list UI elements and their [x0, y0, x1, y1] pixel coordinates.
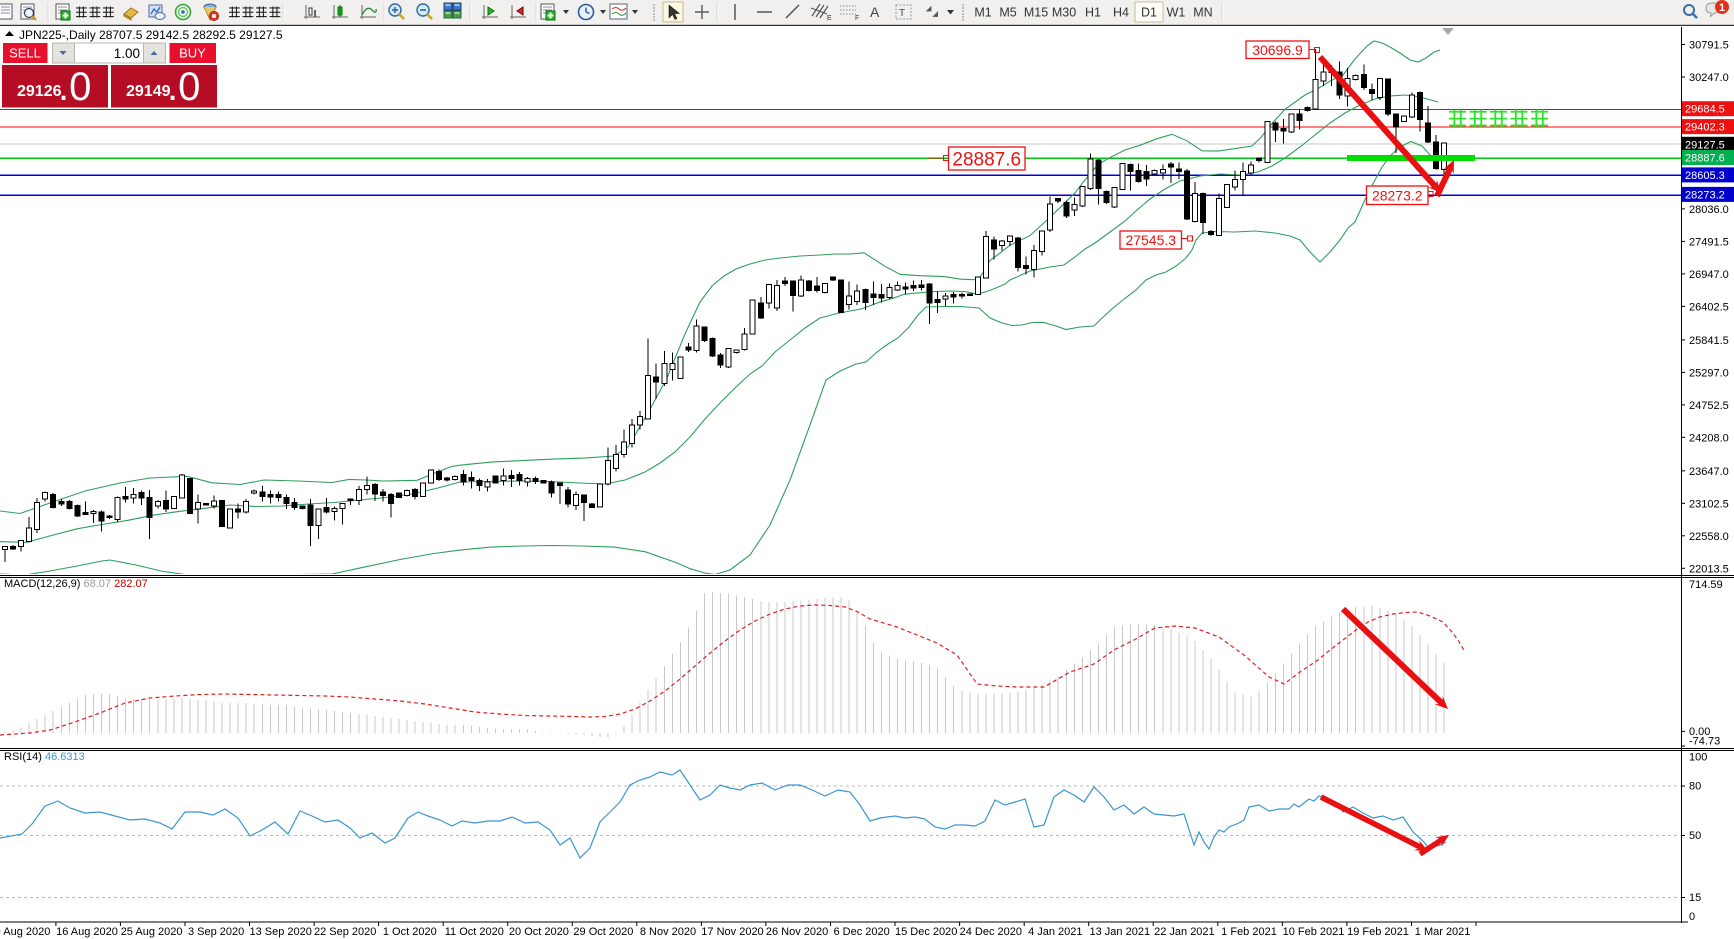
svg-text:100: 100 — [1689, 752, 1707, 764]
svg-text:.0: .0 — [58, 65, 91, 109]
svg-text:0: 0 — [1689, 911, 1695, 923]
svg-text:16 Aug 2020: 16 Aug 2020 — [56, 926, 118, 938]
svg-text:RSI(14) 46.6313: RSI(14) 46.6313 — [4, 751, 85, 763]
svg-text:25297.0: 25297.0 — [1689, 367, 1729, 379]
svg-text:29149: 29149 — [126, 83, 171, 100]
svg-text:27491.5: 27491.5 — [1689, 236, 1729, 248]
svg-text:17 Nov 2020: 17 Nov 2020 — [701, 926, 763, 938]
svg-text:MN: MN — [1193, 6, 1212, 20]
svg-text:BUY: BUY — [179, 46, 206, 61]
svg-text:28036.0: 28036.0 — [1689, 204, 1729, 216]
svg-text:22558.0: 22558.0 — [1689, 531, 1729, 543]
svg-text:.0: .0 — [167, 65, 200, 109]
svg-text:1 Oct 2020: 1 Oct 2020 — [383, 926, 437, 938]
svg-text:1 Mar 2021: 1 Mar 2021 — [1415, 926, 1471, 938]
svg-text:F: F — [855, 15, 859, 22]
svg-text:13 Jan 2021: 13 Jan 2021 — [1090, 926, 1151, 938]
svg-text:JPN225-,Daily 28707.5 29142.5: JPN225-,Daily 28707.5 29142.5 28292.5 29… — [19, 28, 283, 42]
svg-text:15 Dec 2020: 15 Dec 2020 — [895, 926, 957, 938]
svg-text:20 Oct 2020: 20 Oct 2020 — [509, 926, 569, 938]
svg-text:T: T — [899, 8, 905, 19]
svg-text:M1: M1 — [974, 6, 991, 20]
svg-text:30247.0: 30247.0 — [1689, 72, 1729, 84]
svg-text:H4: H4 — [1113, 6, 1129, 20]
svg-text:25841.5: 25841.5 — [1689, 335, 1729, 347]
svg-text:50: 50 — [1689, 830, 1701, 842]
svg-text:22013.5: 22013.5 — [1689, 563, 1729, 575]
svg-text:28605.3: 28605.3 — [1685, 170, 1725, 182]
svg-text:E: E — [827, 15, 832, 22]
svg-text:25 Aug 2020: 25 Aug 2020 — [121, 926, 183, 938]
svg-text:28887.6: 28887.6 — [1685, 153, 1725, 165]
svg-text:W1: W1 — [1167, 6, 1186, 20]
svg-text:22 Sep 2020: 22 Sep 2020 — [314, 926, 376, 938]
svg-text:M30: M30 — [1052, 6, 1076, 20]
svg-text:29684.5: 29684.5 — [1685, 104, 1725, 116]
svg-text:22 Jan 2021: 22 Jan 2021 — [1154, 926, 1215, 938]
svg-text:6 Dec 2020: 6 Dec 2020 — [833, 926, 889, 938]
svg-text:714.59: 714.59 — [1689, 579, 1723, 591]
svg-text:1.00: 1.00 — [114, 46, 140, 61]
svg-text:10 Feb 2021: 10 Feb 2021 — [1283, 926, 1345, 938]
svg-text:30791.5: 30791.5 — [1689, 40, 1729, 52]
svg-text:29 Oct 2020: 29 Oct 2020 — [573, 926, 633, 938]
svg-text:80: 80 — [1689, 781, 1701, 793]
svg-text:23647.0: 23647.0 — [1689, 466, 1729, 478]
svg-text:15: 15 — [1689, 892, 1701, 904]
svg-text:24 Dec 2020: 24 Dec 2020 — [960, 926, 1022, 938]
svg-text:24752.5: 24752.5 — [1689, 400, 1729, 412]
svg-text:27545.3: 27545.3 — [1125, 232, 1176, 248]
svg-text:28273.2: 28273.2 — [1685, 189, 1725, 201]
svg-text:26947.0: 26947.0 — [1689, 269, 1729, 281]
svg-text:M5: M5 — [999, 6, 1016, 20]
svg-text:-74.73: -74.73 — [1689, 736, 1720, 748]
svg-text:19 Feb 2021: 19 Feb 2021 — [1347, 926, 1409, 938]
svg-text:24208.0: 24208.0 — [1689, 432, 1729, 444]
svg-text:3 Sep 2020: 3 Sep 2020 — [188, 926, 244, 938]
svg-text:SELL: SELL — [9, 46, 41, 61]
svg-text:30696.9: 30696.9 — [1252, 42, 1303, 58]
svg-text:1: 1 — [1719, 2, 1725, 14]
svg-text:9 Aug 2020: 9 Aug 2020 — [0, 926, 50, 938]
svg-text:23102.5: 23102.5 — [1689, 498, 1729, 510]
svg-text:8 Nov 2020: 8 Nov 2020 — [640, 926, 696, 938]
svg-text:D1: D1 — [1141, 6, 1157, 20]
svg-text:29402.3: 29402.3 — [1685, 122, 1725, 134]
svg-text:1 Feb 2021: 1 Feb 2021 — [1221, 926, 1277, 938]
svg-text:H1: H1 — [1085, 6, 1101, 20]
svg-text:M15: M15 — [1024, 6, 1048, 20]
svg-text:26 Nov 2020: 26 Nov 2020 — [766, 926, 828, 938]
svg-text:13 Sep 2020: 13 Sep 2020 — [250, 926, 312, 938]
svg-text:MACD(12,26,9) 68.07 282.07: MACD(12,26,9) 68.07 282.07 — [4, 578, 148, 590]
svg-text:0.00: 0.00 — [1689, 726, 1710, 738]
svg-text:28273.2: 28273.2 — [1372, 187, 1423, 203]
svg-text:28887.6: 28887.6 — [952, 149, 1021, 170]
svg-text:29127.5: 29127.5 — [1685, 139, 1725, 151]
svg-text:11 Oct 2020: 11 Oct 2020 — [445, 926, 504, 938]
svg-text:26402.5: 26402.5 — [1689, 301, 1729, 313]
svg-text:4 Jan 2021: 4 Jan 2021 — [1028, 926, 1082, 938]
svg-text:29126: 29126 — [17, 83, 62, 100]
svg-text:A: A — [870, 4, 880, 20]
